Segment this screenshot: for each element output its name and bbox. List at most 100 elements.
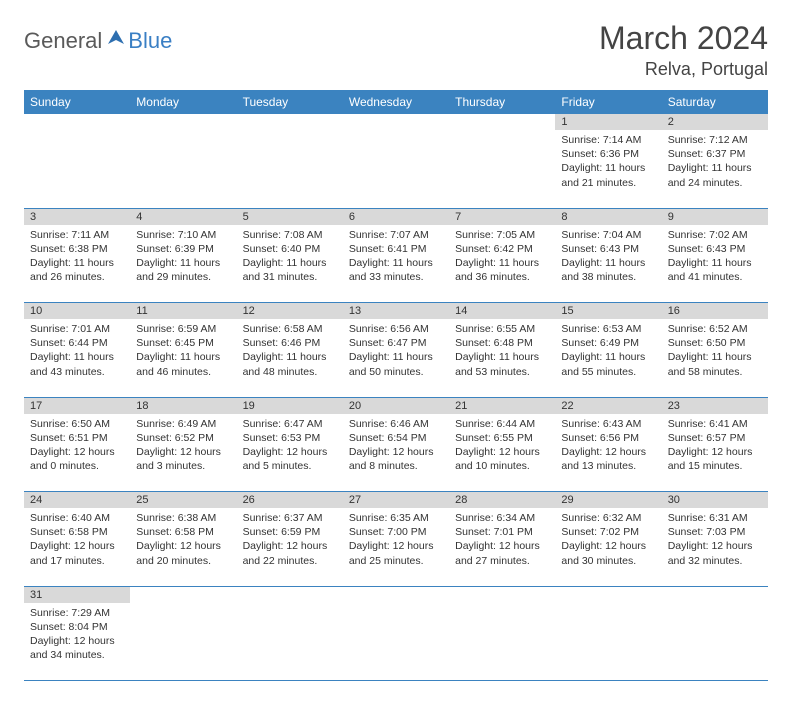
day-number-cell: 31 xyxy=(24,586,130,603)
day-content-row: Sunrise: 6:50 AMSunset: 6:51 PMDaylight:… xyxy=(24,414,768,492)
day-cell xyxy=(662,603,768,681)
logo-text-blue: Blue xyxy=(128,28,172,54)
day-cell: Sunrise: 6:53 AMSunset: 6:49 PMDaylight:… xyxy=(555,319,661,397)
day-number-row: 17181920212223 xyxy=(24,397,768,414)
day-number-cell: 1 xyxy=(555,114,661,130)
location-label: Relva, Portugal xyxy=(599,59,768,80)
day-content-row: Sunrise: 7:14 AMSunset: 6:36 PMDaylight:… xyxy=(24,130,768,208)
day-number-cell xyxy=(449,114,555,130)
day-number-cell: 20 xyxy=(343,397,449,414)
day-cell: Sunrise: 6:58 AMSunset: 6:46 PMDaylight:… xyxy=(237,319,343,397)
day-number-cell xyxy=(662,586,768,603)
day-cell: Sunrise: 6:56 AMSunset: 6:47 PMDaylight:… xyxy=(343,319,449,397)
day-number-cell: 23 xyxy=(662,397,768,414)
day-cell: Sunrise: 7:05 AMSunset: 6:42 PMDaylight:… xyxy=(449,225,555,303)
day-cell: Sunrise: 6:44 AMSunset: 6:55 PMDaylight:… xyxy=(449,414,555,492)
day-cell xyxy=(449,603,555,681)
day-cell: Sunrise: 6:35 AMSunset: 7:00 PMDaylight:… xyxy=(343,508,449,586)
day-cell xyxy=(130,130,236,208)
day-number-cell: 18 xyxy=(130,397,236,414)
day-cell: Sunrise: 6:41 AMSunset: 6:57 PMDaylight:… xyxy=(662,414,768,492)
day-number-cell: 9 xyxy=(662,208,768,225)
day-number-cell: 4 xyxy=(130,208,236,225)
day-cell xyxy=(343,603,449,681)
day-number-cell: 6 xyxy=(343,208,449,225)
logo-text-general: General xyxy=(24,28,102,54)
day-cell: Sunrise: 6:38 AMSunset: 6:58 PMDaylight:… xyxy=(130,508,236,586)
day-number-row: 31 xyxy=(24,586,768,603)
day-cell xyxy=(130,603,236,681)
day-number-cell: 21 xyxy=(449,397,555,414)
day-cell: Sunrise: 6:40 AMSunset: 6:58 PMDaylight:… xyxy=(24,508,130,586)
day-number-cell xyxy=(130,114,236,130)
logo: General Blue xyxy=(24,28,172,54)
day-cell xyxy=(24,130,130,208)
day-number-row: 12 xyxy=(24,114,768,130)
day-content-row: Sunrise: 6:40 AMSunset: 6:58 PMDaylight:… xyxy=(24,508,768,586)
header: General Blue March 2024 Relva, Portugal xyxy=(24,20,768,80)
day-number-cell: 24 xyxy=(24,492,130,509)
weekday-header: Sunday xyxy=(24,90,130,114)
day-number-cell: 28 xyxy=(449,492,555,509)
page-title: March 2024 xyxy=(599,20,768,57)
day-number-cell xyxy=(237,114,343,130)
weekday-header: Wednesday xyxy=(343,90,449,114)
weekday-header: Saturday xyxy=(662,90,768,114)
day-cell: Sunrise: 7:04 AMSunset: 6:43 PMDaylight:… xyxy=(555,225,661,303)
day-cell xyxy=(449,130,555,208)
day-number-cell xyxy=(343,114,449,130)
day-content-row: Sunrise: 7:01 AMSunset: 6:44 PMDaylight:… xyxy=(24,319,768,397)
day-cell: Sunrise: 7:12 AMSunset: 6:37 PMDaylight:… xyxy=(662,130,768,208)
day-cell: Sunrise: 7:07 AMSunset: 6:41 PMDaylight:… xyxy=(343,225,449,303)
day-cell: Sunrise: 6:32 AMSunset: 7:02 PMDaylight:… xyxy=(555,508,661,586)
day-number-cell: 27 xyxy=(343,492,449,509)
day-number-cell: 19 xyxy=(237,397,343,414)
day-cell: Sunrise: 6:37 AMSunset: 6:59 PMDaylight:… xyxy=(237,508,343,586)
day-content-row: Sunrise: 7:11 AMSunset: 6:38 PMDaylight:… xyxy=(24,225,768,303)
day-number-row: 10111213141516 xyxy=(24,303,768,320)
day-cell: Sunrise: 6:52 AMSunset: 6:50 PMDaylight:… xyxy=(662,319,768,397)
day-number-cell: 30 xyxy=(662,492,768,509)
day-number-cell: 26 xyxy=(237,492,343,509)
weekday-header: Monday xyxy=(130,90,236,114)
day-number-cell: 14 xyxy=(449,303,555,320)
calendar-table: Sunday Monday Tuesday Wednesday Thursday… xyxy=(24,90,768,681)
day-number-cell: 2 xyxy=(662,114,768,130)
weekday-header: Tuesday xyxy=(237,90,343,114)
day-cell: Sunrise: 6:59 AMSunset: 6:45 PMDaylight:… xyxy=(130,319,236,397)
day-cell: Sunrise: 7:29 AMSunset: 8:04 PMDaylight:… xyxy=(24,603,130,681)
day-number-row: 24252627282930 xyxy=(24,492,768,509)
day-cell: Sunrise: 6:46 AMSunset: 6:54 PMDaylight:… xyxy=(343,414,449,492)
day-number-cell: 5 xyxy=(237,208,343,225)
day-cell: Sunrise: 6:43 AMSunset: 6:56 PMDaylight:… xyxy=(555,414,661,492)
day-number-cell xyxy=(343,586,449,603)
day-number-cell: 12 xyxy=(237,303,343,320)
day-content-row: Sunrise: 7:29 AMSunset: 8:04 PMDaylight:… xyxy=(24,603,768,681)
day-number-cell: 7 xyxy=(449,208,555,225)
weekday-header-row: Sunday Monday Tuesday Wednesday Thursday… xyxy=(24,90,768,114)
day-cell: Sunrise: 6:50 AMSunset: 6:51 PMDaylight:… xyxy=(24,414,130,492)
day-number-cell: 8 xyxy=(555,208,661,225)
day-number-cell: 17 xyxy=(24,397,130,414)
day-cell: Sunrise: 6:34 AMSunset: 7:01 PMDaylight:… xyxy=(449,508,555,586)
title-block: March 2024 Relva, Portugal xyxy=(599,20,768,80)
day-number-cell xyxy=(449,586,555,603)
day-cell: Sunrise: 7:08 AMSunset: 6:40 PMDaylight:… xyxy=(237,225,343,303)
day-cell: Sunrise: 7:11 AMSunset: 6:38 PMDaylight:… xyxy=(24,225,130,303)
day-cell: Sunrise: 6:47 AMSunset: 6:53 PMDaylight:… xyxy=(237,414,343,492)
day-cell xyxy=(237,603,343,681)
day-number-cell: 10 xyxy=(24,303,130,320)
day-number-cell xyxy=(24,114,130,130)
day-cell: Sunrise: 6:49 AMSunset: 6:52 PMDaylight:… xyxy=(130,414,236,492)
day-number-cell: 16 xyxy=(662,303,768,320)
day-cell xyxy=(555,603,661,681)
day-number-cell: 29 xyxy=(555,492,661,509)
day-number-cell xyxy=(130,586,236,603)
day-number-cell: 13 xyxy=(343,303,449,320)
day-cell: Sunrise: 7:14 AMSunset: 6:36 PMDaylight:… xyxy=(555,130,661,208)
day-number-row: 3456789 xyxy=(24,208,768,225)
day-number-cell: 22 xyxy=(555,397,661,414)
day-number-cell: 11 xyxy=(130,303,236,320)
day-cell: Sunrise: 6:31 AMSunset: 7:03 PMDaylight:… xyxy=(662,508,768,586)
day-number-cell xyxy=(555,586,661,603)
